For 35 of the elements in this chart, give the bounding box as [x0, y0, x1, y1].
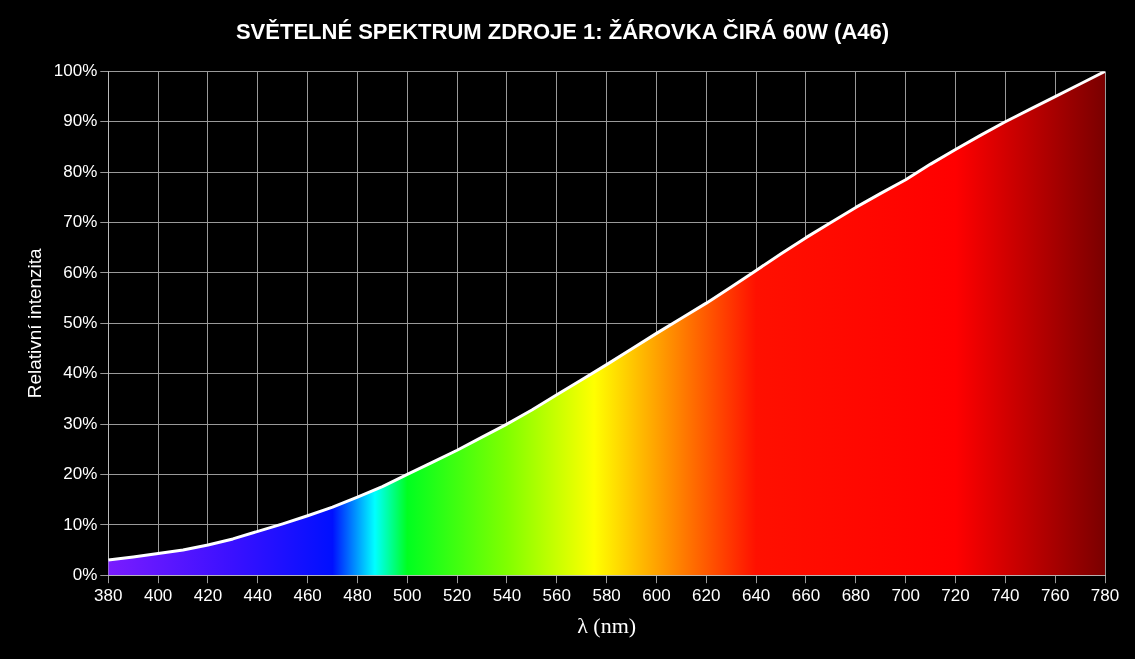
x-tick-label: 600	[642, 586, 671, 606]
y-tick-label: 40%	[63, 363, 98, 383]
x-tick-label: 760	[1040, 586, 1070, 606]
y-tick-label: 90%	[63, 111, 98, 131]
y-tick-label: 0%	[72, 564, 98, 584]
x-tick-label: 740	[991, 586, 1020, 606]
y-tick-label: 70%	[63, 212, 98, 232]
x-tick-label: 780	[1090, 586, 1120, 606]
x-tick-label: 440	[243, 586, 272, 606]
x-tick-label: 460	[293, 586, 322, 606]
y-tick-label: 80%	[63, 161, 98, 181]
x-tick-label: 640	[741, 586, 771, 606]
x-tick-label: 660	[791, 586, 821, 606]
x-tick-label: 420	[193, 586, 223, 606]
x-tick-label: 520	[442, 586, 472, 606]
x-tick-label: 380	[94, 586, 123, 606]
chart-title: SVĚTELNÉ SPEKTRUM ZDROJE 1: ŽÁROVKA ČIRÁ 60W (A46)	[235, 19, 890, 45]
x-tick-label: 680	[841, 586, 871, 606]
x-tick-label: 700	[891, 586, 920, 606]
x-tick-label: 540	[492, 586, 522, 606]
x-tick-label: 580	[592, 586, 621, 606]
x-axis-title: λ (nm)	[577, 612, 637, 638]
x-tick-label: 620	[692, 586, 721, 606]
x-tick-label: 720	[941, 586, 970, 606]
y-tick-label: 20%	[63, 464, 98, 484]
y-tick-label: 100%	[53, 61, 98, 81]
y-tick-label: 10%	[63, 514, 98, 534]
x-tick-label: 400	[143, 586, 173, 606]
y-tick-label: 30%	[63, 413, 98, 433]
y-tick-label: 60%	[63, 262, 98, 282]
y-axis-title: Relativní intenzita	[23, 247, 45, 399]
x-tick-label: 500	[393, 586, 422, 606]
x-tick-label: 480	[343, 586, 372, 606]
y-tick-label: 50%	[63, 312, 98, 332]
x-tick-label: 560	[542, 586, 571, 606]
